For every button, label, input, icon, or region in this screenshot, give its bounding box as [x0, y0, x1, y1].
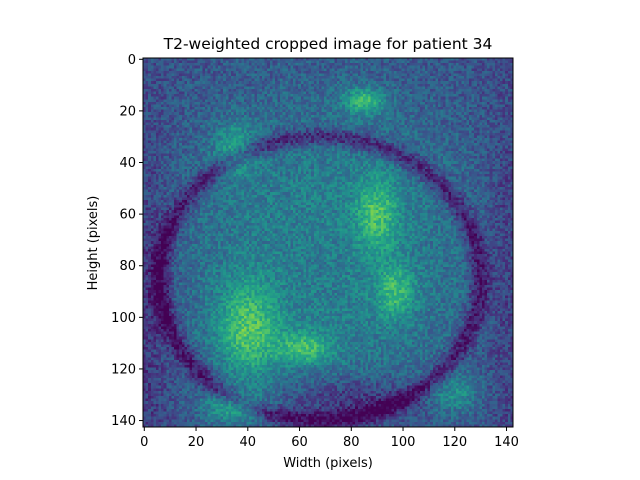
y-tick-label: 100: [111, 311, 136, 326]
x-tick-label: 60: [291, 435, 308, 450]
x-tick-label: 140: [494, 435, 519, 450]
mri-heatmap: [143, 58, 513, 427]
y-tick-label: 60: [119, 208, 136, 223]
y-tick-label: 40: [119, 156, 136, 171]
y-axis: 0 20 40 60 80 100 120 140: [111, 53, 143, 429]
x-tick-label: 80: [343, 435, 360, 450]
x-tick-label: 40: [240, 435, 257, 450]
axes-frame: [142, 57, 514, 428]
y-tick-label: 0: [128, 53, 136, 68]
x-tick-label: 120: [442, 435, 467, 450]
x-tick-label: 20: [188, 435, 205, 450]
x-axis: 0 20 40 60 80 100 120 140: [140, 427, 519, 450]
chart-title: T2-weighted cropped image for patient 34: [163, 35, 493, 53]
y-tick-label: 140: [111, 414, 136, 429]
y-axis-label: Height (pixels): [86, 196, 101, 291]
x-axis-label: Width (pixels): [283, 456, 373, 471]
x-tick-label: 0: [140, 435, 148, 450]
mri-image: [143, 58, 513, 427]
x-tick-label: 100: [391, 435, 416, 450]
y-tick-label: 80: [119, 259, 136, 274]
y-tick-label: 20: [119, 104, 136, 119]
y-tick-label: 120: [111, 362, 136, 377]
